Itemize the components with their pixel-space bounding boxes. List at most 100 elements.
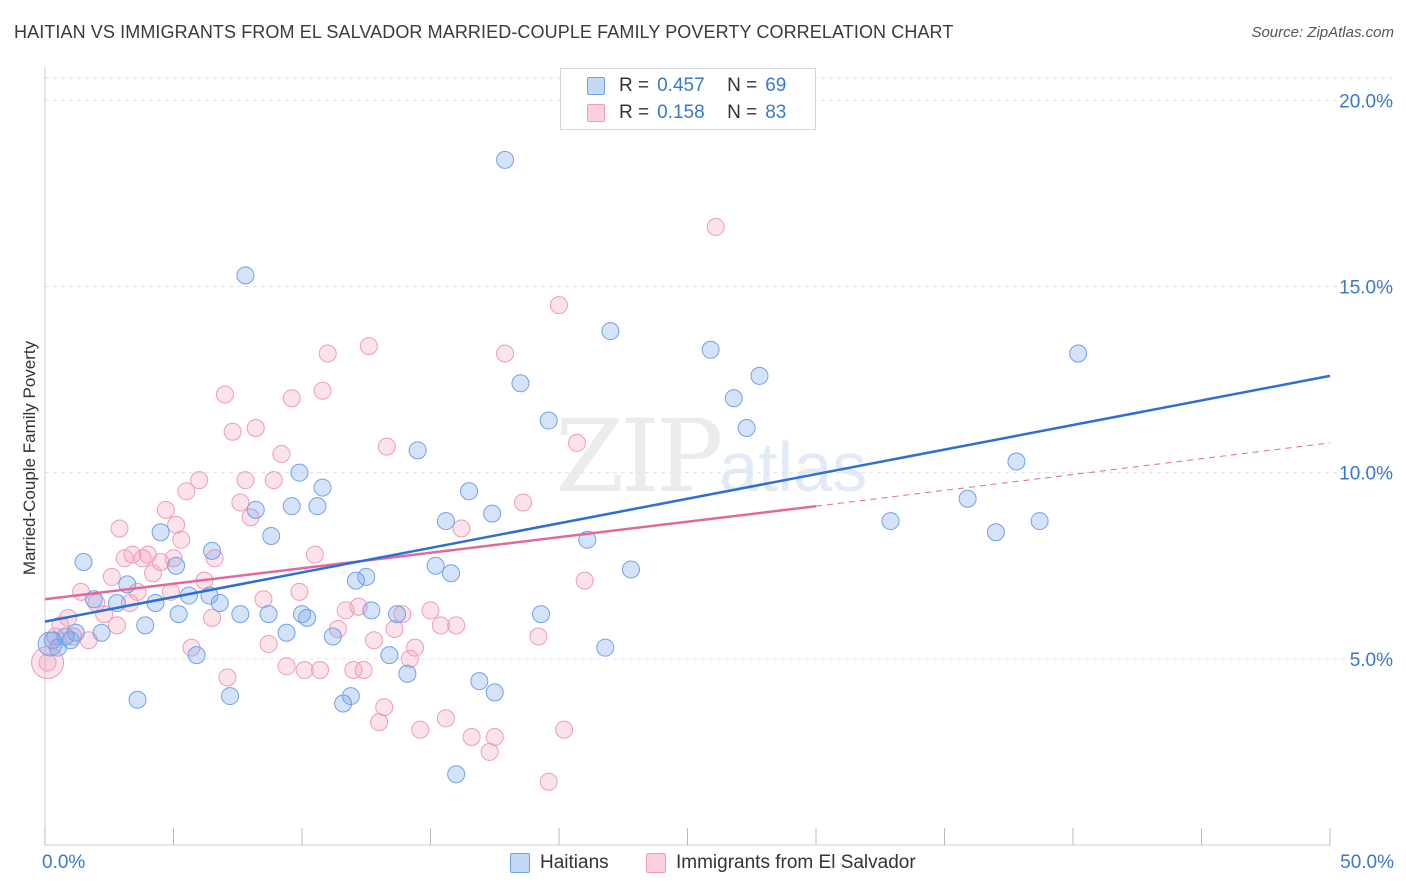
legend-swatch-haitians [510, 853, 530, 873]
salvador-point [375, 698, 394, 717]
haitian-point [362, 601, 381, 620]
correlation-legend: R = 0.457 N = 69 R = 0.158 N = 83 [560, 68, 816, 130]
salvador-point [411, 720, 430, 739]
legend-r-label: R = [619, 75, 650, 96]
haitian-point [262, 526, 281, 545]
y-tick-label: 10.0% [1339, 464, 1393, 485]
legend-row-salvador: R = 0.158 N = 83 [587, 100, 786, 126]
salvador-point [514, 493, 533, 512]
haitian-point [151, 523, 170, 542]
haitian-point [128, 690, 147, 709]
haitian-point [596, 638, 615, 657]
y-axis-label: Married-Couple Family Poverty [20, 340, 39, 576]
salvador-point [550, 296, 568, 315]
haitian-point [986, 523, 1005, 542]
haitian-point [1069, 344, 1088, 363]
haitian-point [341, 687, 360, 706]
salvador-point [385, 620, 404, 639]
salvador-point [164, 549, 183, 568]
haitian-point [511, 374, 530, 393]
salvador-point [102, 567, 121, 586]
haitian-point [169, 605, 188, 624]
haitian-point [436, 512, 455, 531]
legend-n-value: 83 [765, 102, 787, 123]
haitian-point [277, 623, 296, 642]
salvador-point [190, 471, 209, 490]
salvador-point [223, 422, 242, 441]
salvador-point [290, 582, 309, 601]
salvador-point [529, 627, 548, 646]
y-tick-label: 20.0% [1339, 91, 1393, 112]
haitian-point [308, 497, 327, 516]
salvador-point [431, 616, 450, 635]
legend-label-haitians: Haitians [540, 852, 609, 873]
haitian-point [66, 623, 85, 642]
legend-n-label: N = [727, 75, 758, 96]
salvador-trend-line [44, 504, 817, 601]
haitian-point [483, 504, 502, 523]
haitian-point [203, 541, 222, 560]
haitian-point [737, 418, 756, 437]
watermark: ZIPatlas [555, 398, 867, 515]
salvador-point [282, 389, 301, 408]
haitian-point [282, 497, 301, 516]
salvador-point [364, 631, 383, 650]
haitian-point [290, 463, 309, 482]
haitian-point [398, 664, 417, 683]
salvador-point [123, 545, 142, 564]
salvador-point [462, 728, 481, 747]
legend-r-value: 0.158 [657, 102, 705, 123]
salvador-point [575, 571, 594, 590]
salvador-point [485, 728, 504, 747]
haitian-point [532, 605, 551, 624]
salvador-point [259, 634, 278, 653]
salvador-point [172, 530, 191, 549]
salvador-point [305, 545, 324, 564]
haitian-point [1007, 452, 1026, 471]
haitian-point [74, 553, 93, 572]
haitian-point [460, 482, 479, 501]
salvador-point [539, 772, 558, 791]
haitian-point [539, 411, 558, 430]
salvador-point [344, 661, 363, 680]
salvador-point [555, 720, 574, 739]
haitian-point [187, 646, 206, 665]
haitian-point [210, 593, 229, 612]
salvador-point [215, 385, 234, 404]
haitian-point [221, 687, 240, 706]
salvador-point [406, 638, 425, 657]
salvador-point [310, 661, 329, 680]
salvador-point [313, 381, 332, 400]
salvador-point [218, 668, 237, 687]
legend-label-salvador: Immigrants from El Salvador [676, 852, 916, 873]
salvador-point [318, 344, 337, 363]
salvador-point [447, 616, 466, 635]
salvador-point [231, 493, 250, 512]
salvador-point [246, 418, 265, 437]
salvador-point [421, 601, 440, 620]
salvador-point [377, 437, 396, 456]
haitian-point [881, 512, 900, 531]
haitian-point [136, 616, 155, 635]
haitian-point [346, 571, 365, 590]
watermark-zip: ZIP [555, 398, 723, 515]
haitian-point [442, 564, 461, 583]
salvador-trend-extension [815, 442, 1331, 507]
haitian-point [357, 567, 376, 586]
legend-item-haitians[interactable]: Haitians [510, 852, 609, 874]
haitian-point [246, 500, 265, 519]
salvador-point [110, 519, 129, 538]
salvador-point [264, 471, 283, 490]
haitian-point [958, 489, 977, 508]
y-tick-label: 5.0% [1350, 650, 1393, 671]
legend-item-salvador[interactable]: Immigrants from El Salvador [646, 852, 916, 874]
haitian-point [259, 605, 278, 624]
salvador-point [452, 519, 471, 538]
salvador-point [706, 217, 725, 236]
haitian-point [1030, 512, 1049, 531]
haitian-point [388, 605, 407, 624]
haitian-point [313, 478, 332, 497]
haitian-point [231, 605, 250, 624]
haitian-point [92, 623, 111, 642]
